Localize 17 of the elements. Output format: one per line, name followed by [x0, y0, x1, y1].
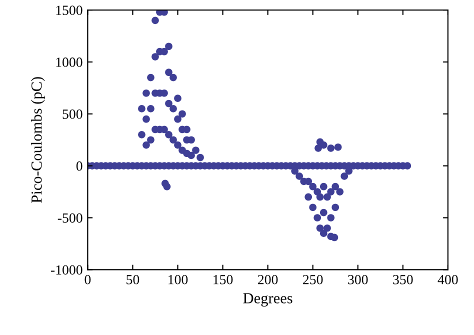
- x-tick-label: 100: [168, 274, 188, 284]
- x-tick-label: 300: [348, 274, 368, 284]
- x-tick-label: 250: [303, 274, 323, 284]
- x-tick-label: 50: [126, 274, 140, 284]
- y-tick-label: 1000: [56, 58, 82, 67]
- x-tick-label: 150: [214, 274, 233, 284]
- y-tick-label: 500: [62, 109, 82, 119]
- y-tick-label: 0: [76, 161, 82, 171]
- x-tick-label: 0: [84, 274, 91, 284]
- x-axis-title: Degrees: [243, 293, 292, 307]
- y-axis-title: Pico-Coulombs (pC): [31, 77, 45, 203]
- x-tick-label: 350: [393, 274, 413, 284]
- y-tick-label: -1000: [50, 265, 82, 275]
- x-tick-label: 200: [258, 274, 278, 284]
- x-tick-label: 400: [438, 274, 458, 284]
- y-tick-label: 1500: [56, 6, 82, 16]
- y-tick-label: -500: [58, 213, 82, 223]
